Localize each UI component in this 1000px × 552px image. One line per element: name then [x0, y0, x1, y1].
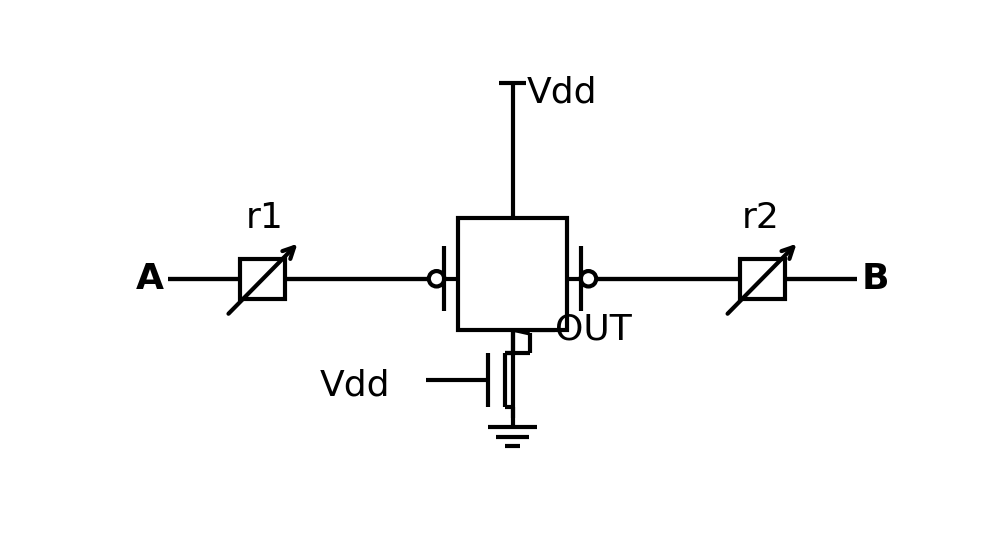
Bar: [458, 218, 567, 330]
Text: r2: r2: [742, 201, 779, 235]
Text: B: B: [861, 262, 889, 296]
Bar: [740, 259, 785, 299]
Text: Vdd: Vdd: [320, 368, 390, 402]
Text: OUT: OUT: [555, 312, 632, 347]
Text: r1: r1: [246, 201, 283, 235]
Bar: [240, 259, 285, 299]
Text: Vdd: Vdd: [526, 76, 597, 109]
Text: A: A: [136, 262, 164, 296]
